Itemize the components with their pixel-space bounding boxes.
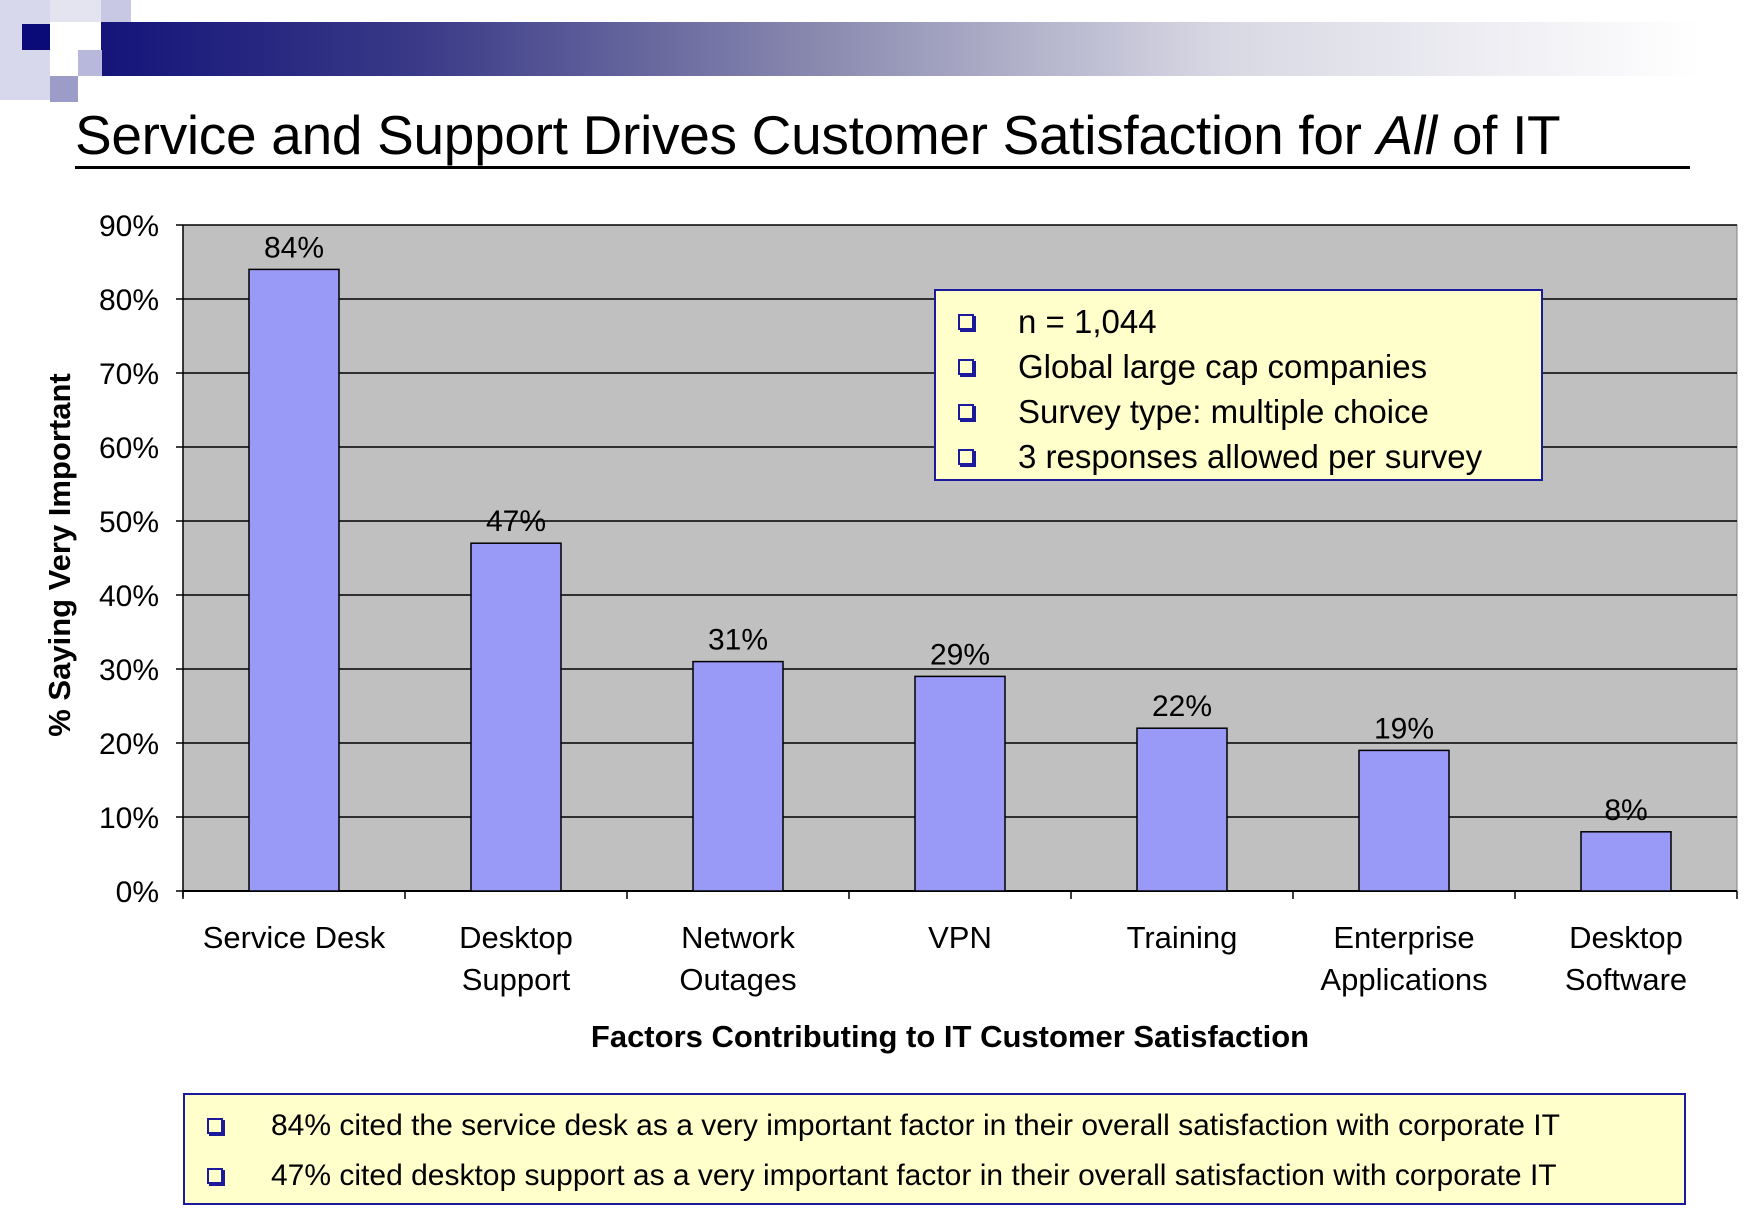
y-tick-label: 80% (99, 284, 159, 317)
legend-text: Survey type: multiple choice (1018, 392, 1429, 430)
data-label: 29% (930, 638, 990, 671)
data-label: 8% (1604, 794, 1647, 827)
x-tick-label: VPN (928, 920, 992, 955)
x-tick-label: Applications (1320, 962, 1487, 997)
legend-text: n = 1,044 (1018, 302, 1157, 340)
data-label: 31% (708, 624, 768, 657)
y-tick-label: 70% (99, 358, 159, 391)
legend-item: Survey type: multiple choice (954, 389, 1541, 434)
title-text: Service and Support Drives Customer Sati… (75, 104, 1377, 166)
y-tick-label: 60% (99, 432, 159, 465)
x-tick-label: Support (462, 962, 571, 997)
bullet-square-icon (207, 1118, 223, 1134)
data-label: 19% (1374, 712, 1434, 745)
logo-square-light (0, 0, 50, 100)
data-label: 22% (1152, 690, 1212, 723)
bar (914, 675, 1006, 892)
title-italic: All (1376, 104, 1438, 166)
y-tick-label: 30% (99, 654, 159, 687)
logo-square-dark (22, 24, 50, 50)
x-tick-label: Service Desk (203, 920, 386, 955)
logo-square-mid (50, 76, 78, 102)
title-text-end: of IT (1436, 104, 1561, 166)
header-gradient-bar (101, 22, 1701, 76)
bullet-square-icon (207, 1168, 223, 1184)
bar (1136, 727, 1228, 892)
x-tick-label: Desktop (459, 920, 573, 955)
y-tick-label: 20% (99, 728, 159, 761)
legend-text: 3 responses allowed per survey (1018, 437, 1483, 475)
legend-item: Global large cap companies (954, 344, 1541, 389)
x-axis-title: Factors Contributing to IT Customer Sati… (591, 1019, 1309, 1054)
y-tick-label: 10% (99, 802, 159, 835)
x-tick-label: Training (1127, 920, 1238, 955)
bullet-square-icon (958, 313, 974, 330)
finding-item: 84% cited the service desk as a very imp… (203, 1101, 1684, 1151)
findings-box: 84% cited the service desk as a very imp… (183, 1093, 1686, 1205)
finding-text: 84% cited the service desk as a very imp… (271, 1109, 1560, 1142)
finding-text: 47% cited desktop support as a very impo… (271, 1159, 1557, 1192)
legend-text: Global large cap companies (1018, 347, 1428, 385)
survey-info-box: n = 1,044 Global large cap companies Sur… (934, 289, 1543, 481)
bar (248, 268, 340, 892)
y-tick-label: 0% (116, 876, 159, 909)
bar (470, 542, 562, 892)
y-tick-label: 90% (99, 210, 159, 243)
y-axis-title: % Saying Very Important (42, 373, 77, 737)
x-tick-label: Network (681, 920, 795, 955)
bullet-square-icon (958, 358, 974, 375)
data-label: 47% (486, 505, 546, 538)
page-title: Service and Support Drives Customer Sati… (75, 104, 1690, 169)
bullet-square-icon (958, 448, 974, 465)
legend-item: 3 responses allowed per survey (954, 434, 1541, 479)
finding-item: 47% cited desktop support as a very impo… (203, 1151, 1684, 1201)
y-tick-label: 40% (99, 580, 159, 613)
bar (1580, 831, 1672, 892)
legend-item: n = 1,044 (954, 299, 1541, 344)
x-tick-label: Enterprise (1333, 920, 1474, 955)
x-tick-label: Outages (679, 962, 796, 997)
x-tick-label: Software (1565, 962, 1687, 997)
x-tick-label: Desktop (1569, 920, 1683, 955)
data-label: 84% (264, 231, 324, 264)
y-tick-label: 50% (99, 506, 159, 539)
bullet-square-icon (958, 403, 974, 420)
bar (692, 660, 784, 892)
bar (1358, 749, 1450, 892)
logo-square-mid (78, 50, 102, 76)
